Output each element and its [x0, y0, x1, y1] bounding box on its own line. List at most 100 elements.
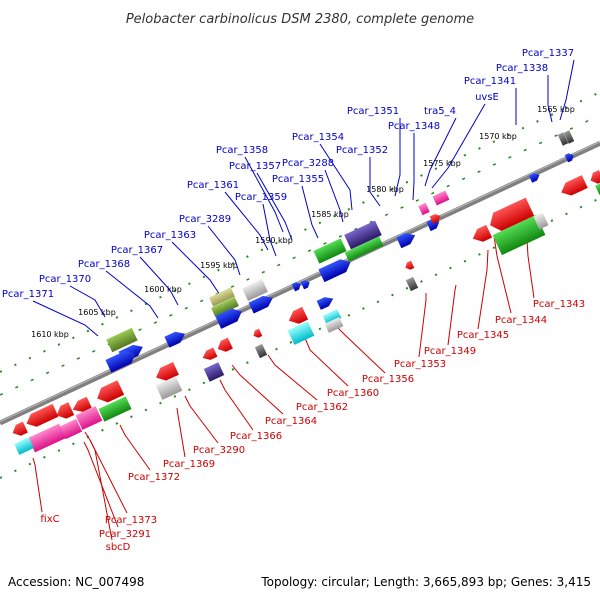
label-leader: [119, 424, 151, 471]
gene-feature[interactable]: [70, 396, 92, 415]
gene-label-bottom[interactable]: Pcar_1372: [128, 472, 180, 483]
gene-feature[interactable]: [595, 183, 600, 195]
accession-label: Accession: NC_007498: [8, 575, 144, 589]
gene-feature[interactable]: [344, 236, 384, 262]
gene-feature[interactable]: [14, 437, 34, 455]
gene-label-top[interactable]: Pcar_1338: [496, 63, 548, 74]
gene-feature[interactable]: [418, 202, 430, 216]
gene-feature[interactable]: [153, 362, 179, 384]
gene-label-top[interactable]: Pcar_1371: [2, 289, 54, 300]
gene-feature[interactable]: [215, 337, 233, 355]
gene-feature[interactable]: [252, 328, 263, 340]
gene-label-bottom[interactable]: Pcar_1343: [533, 299, 585, 310]
gene-label-bottom[interactable]: Pcar_1364: [265, 416, 317, 427]
gene-label-top[interactable]: Pcar_1357: [229, 161, 281, 172]
gene-feature[interactable]: [432, 190, 450, 206]
gene-label-bottom[interactable]: Pcar_1362: [296, 402, 348, 413]
gene-feature[interactable]: [211, 296, 239, 318]
gene-label-top[interactable]: Pcar_1363: [144, 230, 196, 241]
gene-label-bottom[interactable]: Pcar_1369: [163, 459, 215, 470]
label-leader: [83, 441, 119, 528]
gene-feature[interactable]: [201, 347, 218, 363]
gene-feature[interactable]: [318, 256, 354, 283]
gene-feature[interactable]: [300, 279, 312, 290]
label-leader: [431, 103, 486, 189]
gene-feature[interactable]: [492, 214, 546, 256]
gene-feature[interactable]: [24, 403, 59, 430]
gene-feature[interactable]: [563, 130, 575, 144]
label-leader: [32, 457, 43, 513]
gene-label-top[interactable]: Pcar_1368: [78, 259, 130, 270]
gene-feature[interactable]: [94, 380, 125, 405]
gene-label-top[interactable]: Pcar_1367: [111, 245, 163, 256]
tick-label: 1580 kbp: [366, 185, 404, 194]
gene-label-bottom[interactable]: Pcar_3291: [99, 529, 151, 540]
gene-label-top[interactable]: Pcar_1354: [292, 132, 344, 143]
gene-feature[interactable]: [105, 347, 138, 373]
gene-feature[interactable]: [322, 309, 342, 325]
gene-label-bottom[interactable]: Pcar_1360: [327, 388, 379, 399]
gene-label-top[interactable]: Pcar_3289: [179, 214, 231, 225]
gene-label-top[interactable]: Pcar_1370: [39, 274, 91, 285]
gene-feature[interactable]: [564, 152, 576, 163]
gene-label-bottom[interactable]: Pcar_1349: [424, 346, 476, 357]
gene-label-bottom[interactable]: Pcar_1366: [230, 431, 282, 442]
gene-feature[interactable]: [404, 260, 415, 272]
gene-feature[interactable]: [533, 212, 549, 230]
gene-feature[interactable]: [254, 343, 268, 359]
gene-label-bottom[interactable]: Pcar_1356: [362, 374, 414, 385]
gene-feature[interactable]: [98, 396, 132, 422]
gene-feature[interactable]: [59, 418, 83, 440]
gene-label-bottom[interactable]: Pcar_1344: [495, 315, 547, 326]
gene-feature[interactable]: [291, 281, 303, 292]
gene-label-top[interactable]: Pcar_1351: [347, 106, 399, 117]
gene-feature[interactable]: [528, 171, 541, 183]
gene-feature[interactable]: [209, 287, 235, 307]
gene-label-top[interactable]: Pcar_1359: [235, 192, 287, 203]
gene-label-bottom[interactable]: fixC: [40, 514, 59, 525]
gene-label-top[interactable]: uvsE: [475, 92, 499, 103]
gene-feature[interactable]: [287, 321, 315, 345]
gene-label-bottom[interactable]: Pcar_1373: [105, 515, 157, 526]
gene-feature[interactable]: [429, 212, 442, 224]
gene-feature[interactable]: [242, 279, 268, 301]
gene-feature[interactable]: [344, 220, 382, 250]
gene-feature[interactable]: [106, 327, 138, 353]
gene-label-bottom[interactable]: Pcar_1345: [457, 330, 509, 341]
gene-feature[interactable]: [164, 328, 187, 348]
gene-feature[interactable]: [558, 175, 588, 199]
gene-label-top[interactable]: Pcar_1341: [464, 76, 516, 87]
gene-feature[interactable]: [286, 306, 309, 327]
label-leader: [139, 256, 179, 306]
gene-feature[interactable]: [248, 292, 276, 314]
tick-label: 1595 kbp: [200, 261, 238, 270]
gene-feature[interactable]: [470, 224, 493, 245]
gene-feature[interactable]: [203, 362, 225, 382]
gene-label-bottom[interactable]: Pcar_3290: [193, 445, 245, 456]
gene-feature[interactable]: [324, 317, 344, 333]
label-leader: [231, 364, 284, 415]
gene-label-top[interactable]: Pcar_1358: [216, 145, 268, 156]
gene-feature[interactable]: [54, 402, 75, 421]
gene-label-top[interactable]: Pcar_1337: [522, 48, 574, 59]
gene-label-top[interactable]: Pcar_1361: [187, 180, 239, 191]
gene-feature[interactable]: [396, 230, 417, 249]
gene-label-top[interactable]: Pcar_3288: [282, 158, 334, 169]
gene-feature[interactable]: [557, 132, 569, 146]
gene-feature[interactable]: [313, 238, 347, 264]
gene-label-bottom[interactable]: Pcar_1353: [394, 359, 446, 370]
gene-feature[interactable]: [588, 170, 600, 186]
gene-label-top[interactable]: Pcar_1355: [272, 174, 324, 185]
gene-feature[interactable]: [155, 376, 183, 400]
gene-feature[interactable]: [10, 421, 28, 439]
gene-feature[interactable]: [75, 406, 103, 430]
gene-feature[interactable]: [486, 197, 535, 235]
gene-label-top[interactable]: tra5_4: [424, 106, 456, 117]
gene-label-top[interactable]: Pcar_1348: [388, 121, 440, 132]
gene-feature[interactable]: [215, 305, 244, 329]
gene-feature[interactable]: [405, 276, 419, 292]
gene-feature[interactable]: [316, 294, 336, 310]
gene-label-top[interactable]: Pcar_1352: [336, 145, 388, 156]
gene-label-bottom[interactable]: sbcD: [106, 542, 131, 553]
gene-feature[interactable]: [28, 423, 66, 453]
